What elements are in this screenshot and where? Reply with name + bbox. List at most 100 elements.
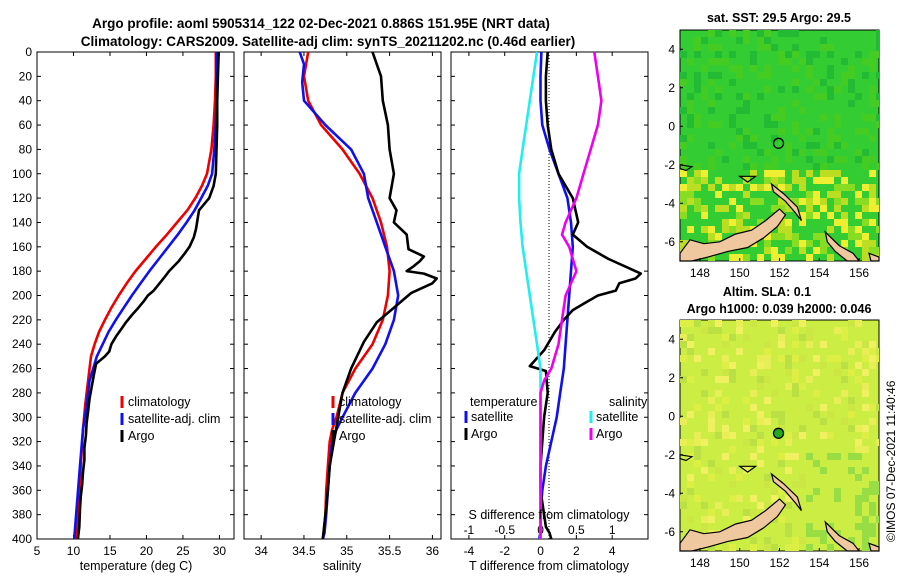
field-cell (764, 418, 771, 425)
field-cell (687, 107, 694, 114)
y-tick-label: 0 (25, 45, 32, 59)
field-cell (687, 320, 694, 327)
field-cell (715, 149, 722, 156)
field-cell (806, 544, 813, 551)
field-cell (687, 114, 694, 121)
field-cell (841, 142, 848, 149)
legend-satellite: satellite-adj. clim (339, 412, 431, 426)
series-line-s-argo (539, 51, 603, 539)
field-cell (701, 327, 708, 334)
field-cell (862, 198, 869, 205)
field-cell (876, 348, 879, 355)
field-cell (764, 376, 771, 383)
field-cell (694, 432, 701, 439)
field-cell (834, 205, 841, 212)
field-cell (687, 177, 694, 184)
field-cell (722, 156, 729, 163)
field-cell (799, 481, 806, 488)
field-cell (708, 30, 715, 37)
x-tick-label: 34.5 (292, 544, 316, 558)
field-cell (736, 107, 743, 114)
field-cell (680, 439, 687, 446)
x-tick-label: -2 (499, 544, 510, 558)
field-cell (813, 530, 820, 537)
x-tick-label: 150 (730, 266, 750, 280)
field-cell (715, 44, 722, 51)
field-cell (813, 212, 820, 219)
field-cell (708, 58, 715, 65)
field-cell (743, 163, 750, 170)
s-tick-label: 0.5 (568, 523, 585, 537)
field-cell (827, 128, 834, 135)
field-cell (680, 135, 687, 142)
field-cell (694, 184, 701, 191)
field-cell (855, 51, 862, 58)
field-cell (722, 205, 729, 212)
field-cell (708, 142, 715, 149)
field-cell (771, 488, 778, 495)
field-cell (813, 79, 820, 86)
field-cell (834, 327, 841, 334)
legend-argo: Argo (128, 429, 154, 443)
field-cell (680, 502, 687, 509)
field-cell (862, 544, 869, 551)
field-cell (827, 544, 834, 551)
field-cell (834, 156, 841, 163)
field-cell (799, 383, 806, 390)
field-cell (806, 376, 813, 383)
field-cell (855, 439, 862, 446)
field-cell (869, 93, 876, 100)
field-cell (778, 488, 785, 495)
field-cell (792, 341, 799, 348)
series-line-climatology (302, 51, 391, 540)
sla-land-masses (679, 454, 880, 552)
field-cell (764, 184, 771, 191)
field-cell (708, 320, 715, 327)
field-cell (806, 128, 813, 135)
field-cell (820, 341, 827, 348)
field-cell (855, 128, 862, 135)
field-cell (806, 51, 813, 58)
field-cell (778, 341, 785, 348)
field-cell (813, 163, 820, 170)
field-cell (834, 121, 841, 128)
field-cell (680, 72, 687, 79)
field-cell (757, 460, 764, 467)
field-cell (729, 495, 736, 502)
field-cell (848, 184, 855, 191)
field-cell (785, 467, 792, 474)
field-cell (841, 226, 848, 233)
field-cell (715, 205, 722, 212)
field-cell (785, 544, 792, 551)
field-cell (813, 369, 820, 376)
field-cell (827, 191, 834, 198)
field-cell (820, 163, 827, 170)
field-cell (820, 233, 827, 240)
field-cell (834, 488, 841, 495)
land-polygon (679, 164, 694, 172)
field-cell (778, 170, 785, 177)
field-cell (771, 163, 778, 170)
field-cell (827, 411, 834, 418)
field-cell (715, 467, 722, 474)
field-cell (708, 156, 715, 163)
salinity-x-label: salinity (323, 559, 362, 573)
field-cell (757, 198, 764, 205)
field-cell (792, 233, 799, 240)
field-cell (736, 320, 743, 327)
x-tick-label: 2 (573, 544, 580, 558)
field-cell (827, 254, 834, 261)
field-cell (862, 156, 869, 163)
field-cell (736, 327, 743, 334)
field-cell (834, 453, 841, 460)
field-cell (778, 460, 785, 467)
field-cell (750, 495, 757, 502)
field-cell (701, 467, 708, 474)
land-polygon (737, 175, 758, 183)
field-cell (855, 362, 862, 369)
field-cell (750, 453, 757, 460)
field-cell (792, 44, 799, 51)
x-tick-label: 15 (103, 544, 117, 558)
field-cell (687, 516, 694, 523)
field-cell (862, 523, 869, 530)
